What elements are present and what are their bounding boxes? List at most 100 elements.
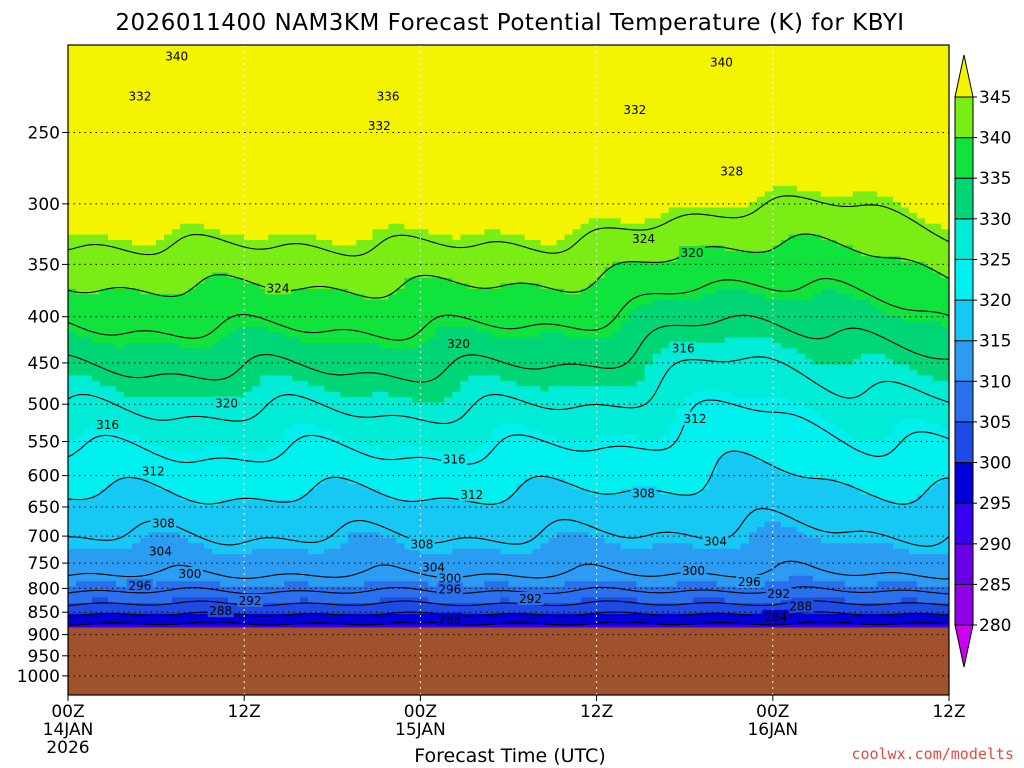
contour-band-cell — [324, 142, 333, 149]
contour-band-cell — [236, 478, 245, 485]
contour-band-cell — [380, 158, 389, 165]
contour-band-cell — [124, 82, 133, 89]
contour-band-cell — [140, 261, 149, 268]
contour-band-cell — [340, 196, 349, 203]
contour-band-cell — [372, 510, 381, 517]
contour-band-cell — [124, 435, 133, 442]
contour-band-cell — [108, 245, 117, 252]
contour-band-cell — [108, 288, 117, 295]
contour-band-cell — [244, 332, 253, 339]
contour-band-cell — [76, 180, 85, 187]
contour-band-cell — [372, 82, 381, 89]
contour-band-cell — [332, 104, 341, 111]
contour-band-cell — [92, 196, 101, 203]
contour-band-cell — [228, 288, 237, 295]
contour-band-cell — [292, 592, 301, 599]
contour-band-cell — [396, 147, 405, 154]
contour-band-cell — [156, 613, 165, 620]
contour-band-cell — [428, 435, 438, 442]
contour-band-cell — [116, 586, 125, 593]
contour-band-cell — [180, 315, 189, 322]
contour-band-cell — [244, 104, 253, 111]
contour-band-cell — [276, 212, 285, 219]
contour-band-cell — [228, 185, 237, 192]
contour-band-cell — [148, 223, 157, 230]
contour-band-cell — [76, 104, 85, 111]
contour-band-cell — [204, 234, 213, 241]
contour-band-cell — [148, 137, 157, 144]
contour-band-cell — [324, 402, 333, 409]
contour-band-cell — [284, 180, 293, 187]
contour-band-cell — [380, 613, 389, 620]
contour-band-cell — [140, 407, 149, 414]
contour-band-cell — [292, 451, 301, 458]
contour-band-cell — [420, 164, 430, 171]
contour-band-cell — [244, 315, 253, 322]
contour-band-cell — [364, 131, 373, 138]
contour-band-cell — [84, 326, 93, 333]
contour-band-cell — [148, 256, 157, 263]
contour-band-cell — [92, 55, 101, 62]
contour-band-cell — [220, 364, 229, 371]
contour-band-cell — [428, 229, 438, 236]
contour-band-cell — [76, 66, 85, 73]
contour-band-cell — [300, 418, 309, 425]
contour-band-cell — [388, 613, 397, 620]
contour-band-cell — [284, 50, 293, 57]
contour-band-cell — [212, 565, 221, 572]
contour-band-cell — [388, 207, 397, 214]
contour-band-cell — [196, 537, 205, 544]
contour-band-cell — [124, 559, 133, 566]
contour-band-cell — [180, 45, 189, 52]
contour-band-cell — [132, 337, 141, 344]
contour-band-cell — [236, 61, 245, 68]
contour-band-cell — [348, 164, 357, 171]
contour-band-cell — [236, 207, 245, 214]
contour-band-cell — [92, 608, 101, 615]
contour-band-cell — [84, 581, 93, 588]
contour-band-cell — [188, 229, 197, 236]
contour-band-cell — [300, 391, 309, 398]
contour-band-cell — [132, 240, 141, 247]
contour-band-cell — [396, 267, 405, 274]
contour-band-cell — [108, 72, 117, 79]
contour-band-cell — [92, 413, 101, 420]
contour-band-cell — [420, 418, 430, 425]
contour-band-cell — [404, 402, 413, 409]
contour-band-cell — [252, 294, 261, 301]
contour-band-cell — [164, 505, 173, 512]
contour-band-cell — [100, 451, 109, 458]
contour-band-cell — [76, 120, 85, 127]
contour-band-cell — [284, 326, 293, 333]
contour-band-cell — [68, 234, 77, 241]
contour-band-cell — [132, 619, 141, 626]
contour-band-cell — [228, 342, 237, 349]
contour-band-cell — [372, 445, 381, 452]
contour-band-cell — [140, 418, 149, 425]
contour-band-cell — [404, 299, 413, 306]
contour-band-cell — [388, 451, 397, 458]
contour-band-cell — [372, 353, 381, 360]
contour-band-cell — [228, 158, 237, 165]
contour-band-cell — [268, 527, 277, 534]
contour-band-cell — [100, 407, 109, 414]
contour-band-cell — [180, 342, 189, 349]
contour-band-cell — [420, 180, 430, 187]
contour-band-cell — [308, 115, 317, 122]
contour-band-cell — [428, 337, 438, 344]
contour-band-cell — [268, 543, 277, 550]
contour-band-cell — [412, 99, 421, 106]
contour-band-cell — [260, 126, 269, 133]
contour-band-cell — [316, 467, 325, 474]
contour-band-cell — [108, 185, 117, 192]
contour-band-cell — [292, 191, 301, 198]
contour-band-cell — [204, 478, 213, 485]
contour-band-cell — [212, 110, 221, 117]
contour-band-cell — [260, 229, 269, 236]
contour-band-cell — [380, 575, 389, 582]
contour-band-cell — [92, 250, 101, 257]
contour-band-cell — [156, 315, 165, 322]
contour-band-cell — [420, 570, 430, 577]
contour-band-cell — [340, 424, 349, 431]
contour-band-cell — [292, 619, 301, 626]
